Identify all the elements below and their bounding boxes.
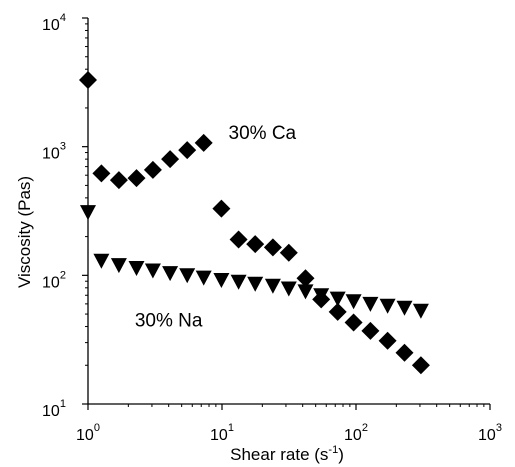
data-point-diamond bbox=[194, 133, 213, 152]
series-annotation: 30% Ca bbox=[229, 123, 297, 144]
series-triangle-down bbox=[80, 205, 429, 319]
data-point-triangle-down bbox=[144, 263, 161, 279]
data-point-diamond bbox=[109, 171, 128, 190]
data-point-diamond bbox=[296, 269, 315, 288]
series-diamond bbox=[79, 71, 430, 375]
x-tick-label: 102 bbox=[344, 422, 368, 444]
data-point-triangle-down bbox=[345, 294, 362, 310]
data-point-triangle-down bbox=[329, 291, 346, 307]
series-annotation: 30% Na bbox=[135, 311, 203, 332]
data-point-triangle-down bbox=[247, 276, 264, 292]
x-tick-label: 103 bbox=[478, 422, 502, 444]
data-point-diamond bbox=[229, 230, 248, 249]
data-point-diamond bbox=[378, 331, 397, 350]
data-point-triangle-down bbox=[412, 303, 429, 319]
data-point-diamond bbox=[79, 71, 97, 89]
data-point-diamond bbox=[178, 141, 197, 160]
data-point-diamond bbox=[143, 160, 162, 179]
y-tick-label: 103 bbox=[42, 141, 66, 163]
data-point-triangle-down bbox=[379, 298, 396, 314]
data-point-diamond bbox=[161, 150, 180, 169]
data-point-triangle-down bbox=[280, 281, 297, 297]
x-tick-label: 101 bbox=[210, 422, 234, 444]
tick-marks bbox=[82, 17, 491, 410]
data-point-triangle-down bbox=[162, 266, 179, 282]
data-series bbox=[79, 71, 430, 375]
data-point-diamond bbox=[395, 343, 414, 362]
data-point-triangle-down bbox=[313, 288, 330, 304]
data-point-diamond bbox=[361, 321, 380, 340]
x-axis-label: Shear rate (s-1) bbox=[230, 444, 344, 464]
data-point-diamond bbox=[328, 302, 347, 321]
data-point-triangle-down bbox=[195, 270, 212, 286]
data-point-diamond bbox=[212, 199, 231, 218]
data-point-triangle-down bbox=[93, 253, 110, 269]
data-point-triangle-down bbox=[179, 268, 196, 284]
data-point-triangle-down bbox=[396, 300, 413, 316]
data-point-diamond bbox=[92, 164, 111, 183]
data-point-triangle-down bbox=[264, 278, 281, 294]
data-point-triangle-down bbox=[128, 261, 145, 276]
y-tick-label: 102 bbox=[42, 269, 66, 291]
data-point-triangle-down bbox=[213, 273, 230, 288]
tick-labels: 100 101 102 103 101 102 103 104 bbox=[42, 12, 502, 444]
y-tick-label: 101 bbox=[42, 398, 66, 420]
data-point-triangle-down bbox=[297, 284, 314, 300]
data-point-diamond bbox=[344, 313, 363, 332]
data-point-triangle-down bbox=[230, 274, 247, 290]
axes bbox=[87, 18, 490, 405]
data-point-diamond bbox=[246, 235, 265, 254]
data-point-diamond bbox=[279, 243, 298, 262]
annotations: 30% Ca 30% Na bbox=[135, 123, 297, 332]
x-tick-label: 100 bbox=[76, 422, 100, 444]
data-point-diamond bbox=[127, 169, 146, 188]
data-point-triangle-down bbox=[110, 258, 127, 274]
y-tick-label: 104 bbox=[42, 12, 66, 34]
data-point-diamond bbox=[411, 356, 430, 375]
data-point-triangle-down bbox=[80, 205, 96, 221]
data-point-diamond bbox=[263, 238, 282, 257]
data-point-triangle-down bbox=[362, 296, 379, 312]
y-axis-label: Viscosity (Pas) bbox=[15, 176, 34, 288]
